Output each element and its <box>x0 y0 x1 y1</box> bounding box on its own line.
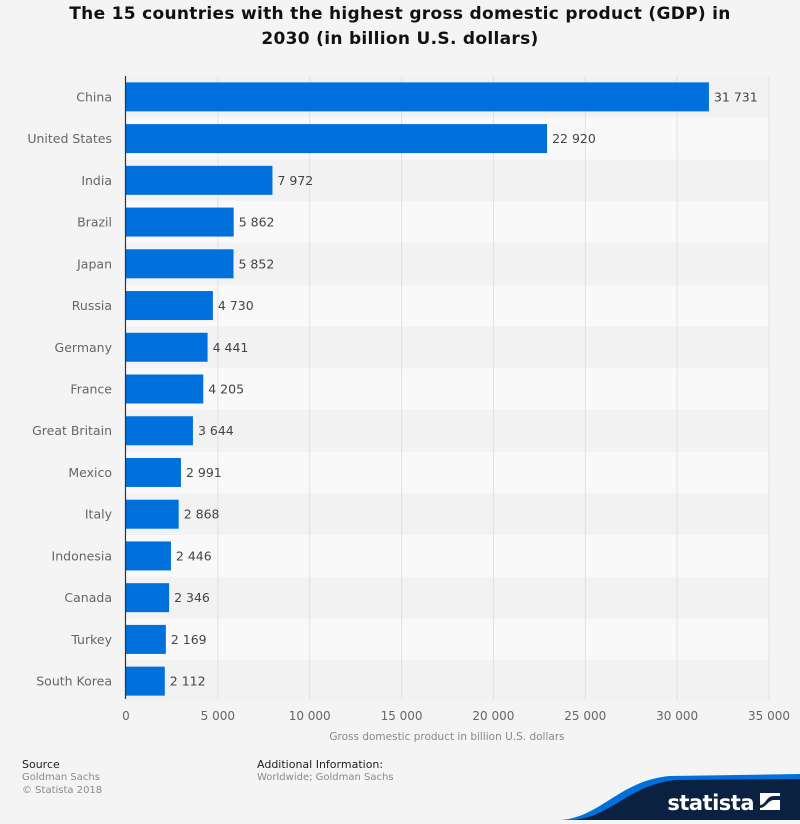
copyright: © Statista 2018 <box>22 785 103 796</box>
value-label: 2 991 <box>186 465 222 480</box>
row-band <box>126 493 769 536</box>
row-band <box>126 409 769 452</box>
value-label: 4 205 <box>208 382 244 397</box>
x-tick-label: 15 000 <box>381 709 423 723</box>
value-label: 4 441 <box>213 340 249 355</box>
bar-china[interactable] <box>126 82 709 112</box>
brand-wave <box>560 774 800 820</box>
additional-info-block: Additional Information: Worldwide; Goldm… <box>257 758 394 784</box>
source-name[interactable]: Goldman Sachs <box>22 772 100 783</box>
category-label: Indonesia <box>52 548 112 563</box>
x-tick-label: 25 000 <box>564 709 606 723</box>
bar-south-korea[interactable] <box>126 666 165 696</box>
x-tick-label: 30 000 <box>656 709 698 723</box>
bar-united-states[interactable] <box>126 124 548 154</box>
additional-info-heading: Additional Information: <box>257 758 384 771</box>
chart-title-line-2: 2030 (in billion U.S. dollars) <box>261 29 539 49</box>
row-band <box>126 576 769 619</box>
category-label: Mexico <box>68 465 112 480</box>
value-label: 4 730 <box>218 298 254 313</box>
bar-chart: China United States India Brazil Japan Russia… <box>27 76 790 743</box>
row-band <box>126 284 769 327</box>
value-label: 2 112 <box>170 674 206 689</box>
value-label: 2 169 <box>171 632 207 647</box>
brand-name: statista <box>667 791 754 815</box>
bar-russia[interactable] <box>126 291 213 321</box>
bar-france[interactable] <box>126 374 204 404</box>
category-label: Brazil <box>77 215 112 230</box>
bar-india[interactable] <box>126 165 273 195</box>
bar-indonesia[interactable] <box>126 541 171 571</box>
row-band <box>126 326 769 369</box>
bar-italy[interactable] <box>126 499 179 529</box>
row-band <box>126 368 769 410</box>
value-label: 22 920 <box>552 131 596 146</box>
category-label: Canada <box>64 590 112 605</box>
value-label: 2 868 <box>184 507 220 522</box>
category-label: South Korea <box>36 674 112 689</box>
category-label: China <box>76 89 112 104</box>
category-label: Italy <box>85 507 113 522</box>
category-label: Japan <box>76 256 112 271</box>
bar-germany[interactable] <box>126 332 208 362</box>
bars <box>126 82 709 696</box>
source-heading: Source <box>22 758 60 771</box>
row-band <box>126 535 769 577</box>
category-label: Turkey <box>70 632 112 647</box>
category-label: Great Britain <box>32 423 112 438</box>
value-label: 2 446 <box>176 548 212 563</box>
x-tick-label: 20 000 <box>472 709 514 723</box>
x-axis-title: Gross domestic product in billion U.S. d… <box>329 731 564 743</box>
category-label: United States <box>27 131 112 146</box>
statista-logo-icon <box>760 793 780 810</box>
bar-mexico[interactable] <box>126 457 181 487</box>
value-label: 2 346 <box>174 590 210 605</box>
value-label: 31 731 <box>714 89 758 104</box>
x-tick-label: 0 <box>122 709 130 723</box>
category-labels: China United States India Brazil Japan Russia… <box>27 89 112 688</box>
chart-title: The 15 countries with the highest gross … <box>0 2 800 52</box>
category-label: France <box>70 382 112 397</box>
category-label: India <box>81 173 112 188</box>
value-label: 7 972 <box>277 173 313 188</box>
category-label: Russia <box>72 298 112 313</box>
x-tick-label: 35 000 <box>748 709 790 723</box>
value-label: 5 852 <box>239 256 275 271</box>
row-band <box>126 451 769 494</box>
bar-japan[interactable] <box>126 249 234 279</box>
x-tick-labels: 0 5 000 10 000 15 000 20 000 25 000 30 000 35 0… <box>122 709 790 723</box>
x-tick-label: 10 000 <box>289 709 331 723</box>
x-tick-label: 5 000 <box>201 709 235 723</box>
row-band <box>126 660 769 702</box>
additional-info-text: Worldwide; Goldman Sachs <box>257 772 394 783</box>
statista-logo-banner[interactable]: statista <box>560 760 800 820</box>
chart-title-line-1: The 15 countries with the highest gross … <box>69 4 731 24</box>
bar-turkey[interactable] <box>126 624 166 654</box>
value-label: 3 644 <box>198 423 234 438</box>
bar-canada[interactable] <box>126 583 170 613</box>
gridlines <box>217 76 770 700</box>
value-label: 5 862 <box>239 215 275 230</box>
row-band <box>126 618 769 661</box>
bar-great-britain[interactable] <box>126 416 193 446</box>
bar-brazil[interactable] <box>126 207 234 237</box>
value-labels: 31 731 22 920 7 972 5 862 5 852 4 730 4 441 4 2… <box>170 89 758 688</box>
source-block: Source Goldman Sachs © Statista 2018 <box>22 758 102 797</box>
category-label: Germany <box>55 340 113 355</box>
